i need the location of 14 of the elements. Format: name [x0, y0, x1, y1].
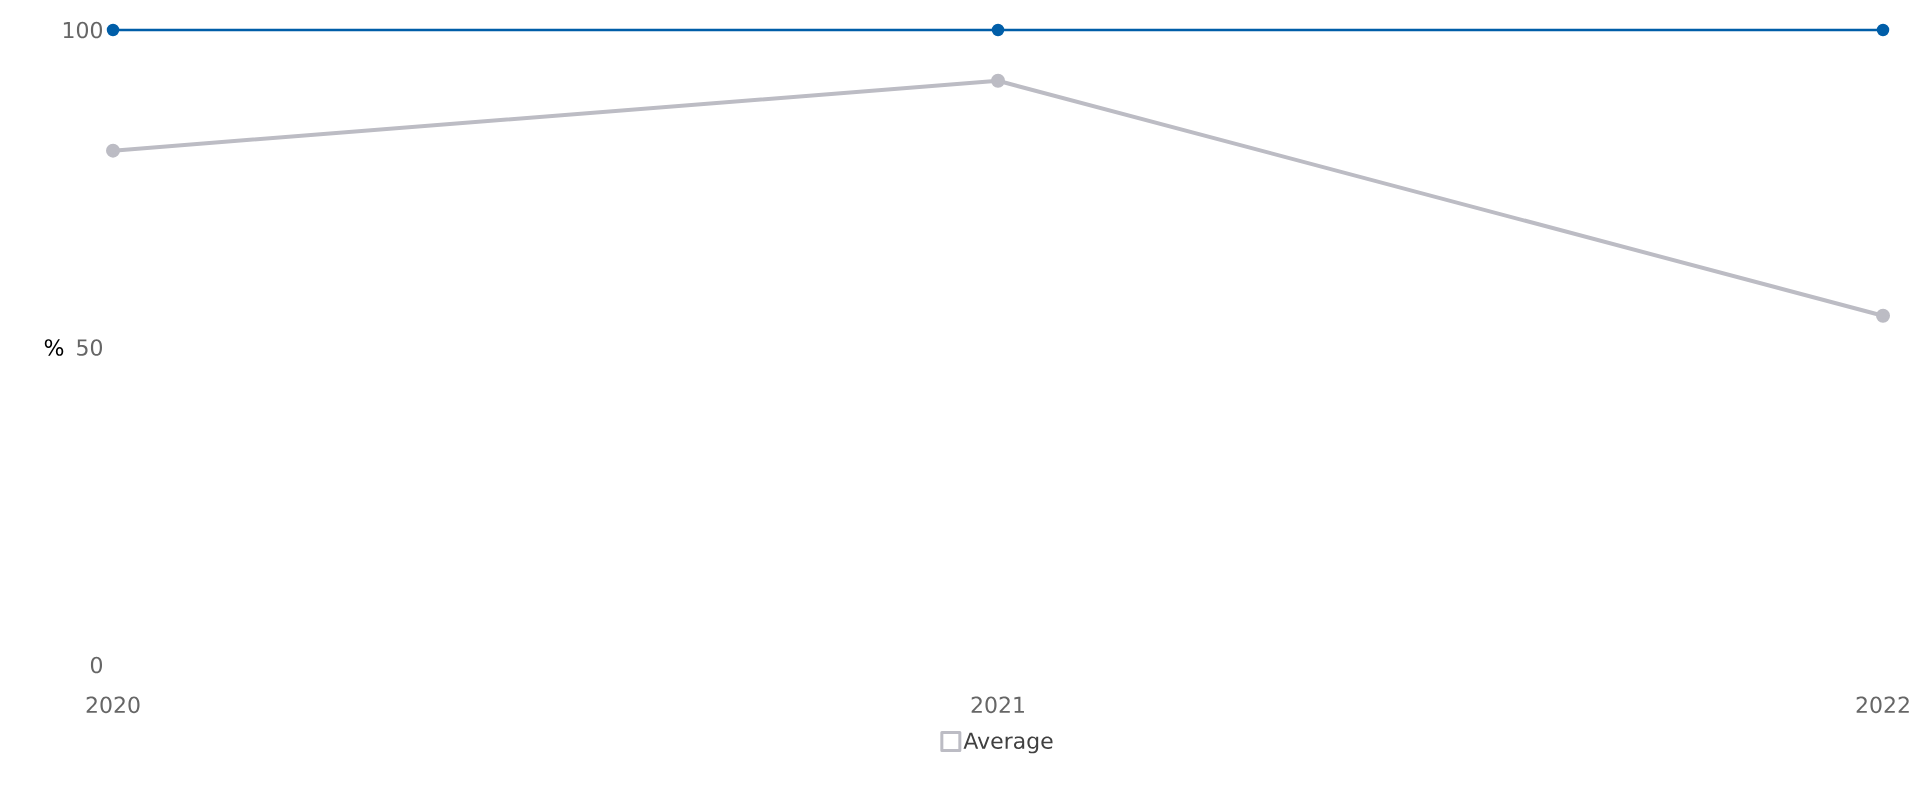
y-tick-label: 100: [63, 21, 102, 39]
point: [991, 23, 1005, 37]
point: [106, 143, 121, 158]
x-tick-label: 2021: [971, 696, 1024, 714]
y-tick-label: 0: [90, 656, 103, 674]
point: [991, 73, 1006, 88]
point: [1876, 308, 1891, 323]
legend-label: Average: [963, 732, 1053, 754]
x-tick-label: 2020: [86, 696, 140, 714]
point: [106, 23, 120, 37]
y-tick-label: 50: [77, 339, 103, 356]
x-tick-label: 2022: [1856, 696, 1909, 714]
point: [1876, 23, 1890, 37]
y-axis-title: %: [44, 339, 64, 356]
